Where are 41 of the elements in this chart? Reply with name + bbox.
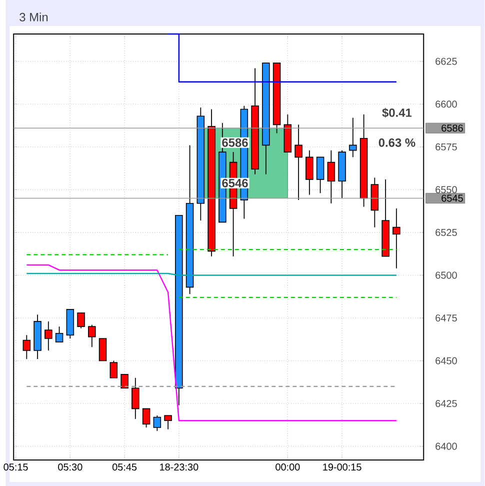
y-tick-label: 6575 (436, 143, 458, 150)
candlestick (22, 334, 31, 360)
candlestick (164, 415, 172, 430)
candlestick (349, 117, 357, 158)
annotation: $0.41 (382, 108, 412, 118)
candlestick (327, 150, 336, 204)
candlestick (132, 377, 140, 420)
candlestick (153, 415, 162, 432)
y-tick-label: 6625 (436, 58, 458, 65)
y-tick-label: 6425 (436, 400, 458, 408)
x-tick-label: 00:00 (276, 464, 300, 471)
y-tick-label: 6525 (436, 228, 458, 236)
candlestick (120, 374, 129, 389)
candlestick (44, 320, 52, 351)
annotation: 0.63 % (379, 138, 416, 147)
candlestick (110, 360, 118, 378)
ref-line-label: 6586 (442, 124, 464, 132)
x-tick-label: 05:45 (112, 464, 137, 471)
candlestick (88, 324, 96, 348)
candlestick (392, 208, 400, 269)
y-tick-label: 6450 (436, 357, 458, 364)
y-tick-label: 6400 (436, 442, 458, 450)
annotation: 6586 (222, 138, 248, 147)
x-tick-label: 05:15 (4, 464, 28, 471)
x-tick-label: 19-00:15 (323, 464, 362, 471)
candlestick (142, 408, 150, 428)
ref-line-label: 6545 (442, 194, 464, 202)
y-tick-label: 6475 (436, 314, 458, 322)
candlestick (56, 326, 64, 342)
candlestick (306, 150, 314, 196)
annotation: 6546 (222, 178, 248, 188)
candlestick (99, 338, 107, 362)
y-tick-label: 6600 (436, 100, 458, 108)
chart-title: 3 Min (20, 12, 48, 22)
candlestick (77, 312, 86, 329)
y-tick-label: 6550 (436, 186, 458, 194)
x-tick-label: 05:30 (58, 464, 82, 471)
candlestick (294, 124, 303, 200)
x-tick-label: 18-23:30 (160, 464, 198, 471)
candlestick (316, 156, 324, 194)
y-tick-label: 6500 (436, 272, 458, 279)
